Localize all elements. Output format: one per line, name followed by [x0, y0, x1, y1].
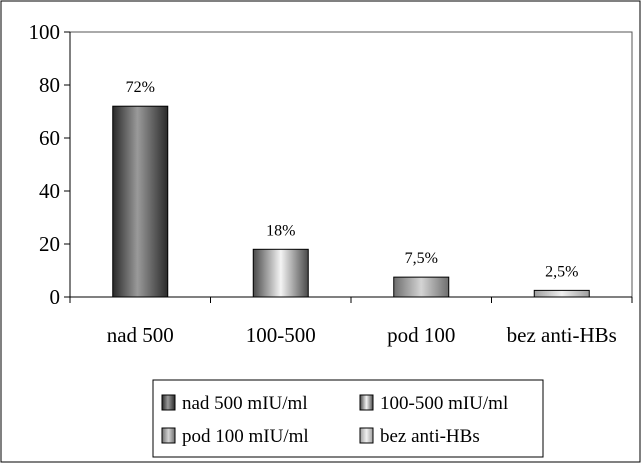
- legend-swatch-2: [359, 394, 374, 411]
- legend: nad 500 mIU/ml 100-500 mIU/ml pod 100 mIU/…: [152, 379, 544, 458]
- x-category-label: bez anti-HBs: [507, 323, 617, 347]
- x-category-label: nad 500: [107, 323, 174, 347]
- y-tick-label: 40: [39, 179, 60, 203]
- legend-label: bez anti-HBs: [380, 426, 480, 447]
- legend-label: 100-500 mIU/ml: [380, 393, 508, 414]
- bar-1: [112, 105, 169, 298]
- legend-box: [152, 379, 544, 458]
- bar-4: [533, 289, 590, 298]
- bars: [112, 105, 590, 298]
- x-category-label: pod 100: [387, 323, 455, 347]
- data-label: 7,5%: [405, 250, 438, 267]
- data-label: 2,5%: [545, 263, 578, 280]
- legend-swatch-1: [161, 394, 176, 411]
- y-tick-label: 20: [39, 232, 60, 256]
- data-labels: 72% 18% 7,5% 2,5%: [126, 79, 579, 280]
- bar-3: [393, 276, 450, 298]
- data-label: 18%: [266, 222, 295, 239]
- y-tick-label: 0: [50, 285, 61, 309]
- bar-2: [252, 248, 309, 298]
- y-axis: 0 20 40 60 80 100: [29, 20, 71, 309]
- legend-swatch-3: [161, 427, 176, 444]
- legend-label: pod 100 mIU/ml: [182, 426, 309, 447]
- y-tick-label: 60: [39, 126, 60, 150]
- y-tick-label: 100: [29, 20, 61, 44]
- legend-swatch-4: [359, 427, 374, 444]
- x-category-label: 100-500: [246, 323, 316, 347]
- data-label: 72%: [126, 79, 155, 96]
- y-tick-label: 80: [39, 73, 60, 97]
- legend-label: nad 500 mIU/ml: [182, 393, 308, 414]
